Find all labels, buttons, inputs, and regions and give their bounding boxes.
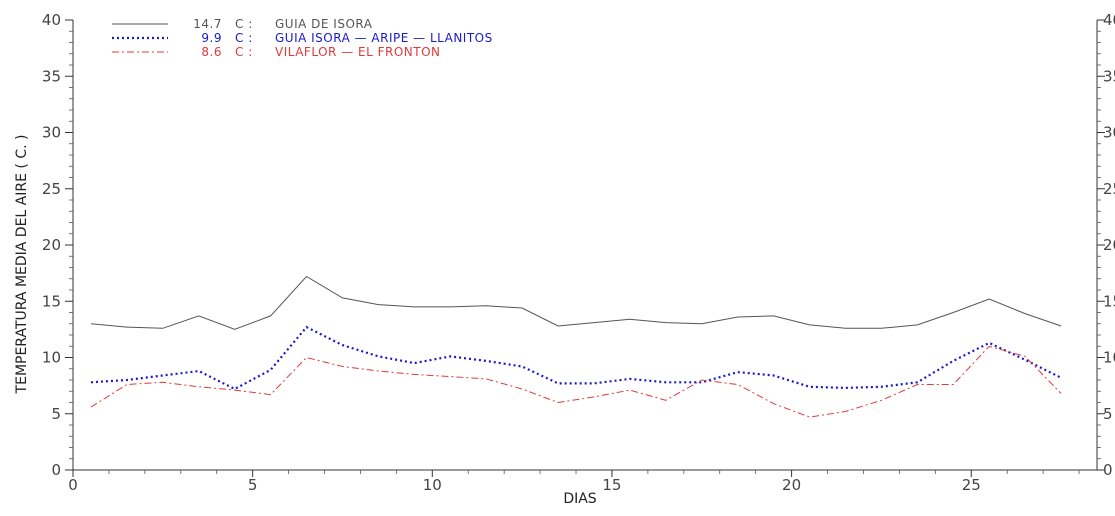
x-tick-label: 10 [423,476,442,494]
legend-label: VILAFLOR — EL FRONTON [275,45,441,59]
legend-mean: 8.6 [201,45,222,59]
legend-mean: 9.9 [201,31,222,45]
series-layer [90,275,1062,418]
legend-entry-1: 14.7 C : GUIA DE ISORA [112,17,373,31]
series-line-1 [90,275,1062,330]
y-tick-label: 15 [42,292,61,310]
series-1 [90,275,1062,330]
y-tick-label-right: 35 [1103,67,1115,85]
legend-label: GUIA ISORA — ARIPE — LLANITOS [275,31,493,45]
y-tick-label: 35 [42,67,61,85]
y-tick-label: 25 [42,180,61,198]
y-tick-label: 0 [51,461,61,479]
y-tick-label: 5 [51,405,61,423]
y-tick-label: 20 [42,236,61,254]
plot-frame [72,20,1098,471]
x-tick-label: 15 [602,476,621,494]
series-2 [90,325,1062,391]
y-tick-label: 40 [42,11,61,29]
y-tick-label-right: 0 [1103,461,1113,479]
legend: 14.7 C : GUIA DE ISORA 9.9 C : GUIA ISORA — A… [112,17,493,59]
series-line-2 [90,325,1062,391]
legend-mean: 14.7 [193,17,222,31]
legend-unit: C : [235,31,253,45]
legend-entry-3: 8.6 C : VILAFLOR — EL FRONTON [112,45,441,59]
x-tick-label: 0 [68,476,78,494]
legend-entry-2: 9.9 C : GUIA ISORA — ARIPE — LLANITOS [112,31,493,45]
y-tick-label-right: 15 [1103,292,1115,310]
y-tick-label-right: 25 [1103,180,1115,198]
legend-unit: C : [235,45,253,59]
y-tick-label-right: 30 [1103,124,1115,142]
y-tick-label-right: 10 [1103,349,1115,367]
y-tick-label: 30 [42,124,61,142]
legend-label: GUIA DE ISORA [275,17,373,31]
y-tick-label-right: 20 [1103,236,1115,254]
y-tick-label-right: 40 [1103,11,1115,29]
y-tick-label-right: 5 [1103,405,1113,423]
x-tick-label: 25 [962,476,981,494]
series-3 [90,345,1062,418]
y-tick-label: 10 [42,349,61,367]
x-tick-label: 20 [782,476,801,494]
axis-ticks: 0055101015152020252530303535404005101520… [42,11,1115,494]
series-line-3 [90,345,1062,418]
legend-unit: C : [235,17,253,31]
x-axis-label: DIAS [563,491,596,507]
x-tick-label: 5 [248,476,258,494]
y-axis-label: TEMPERATURA MEDIA DEL AIRE ( C. ) [14,135,30,395]
